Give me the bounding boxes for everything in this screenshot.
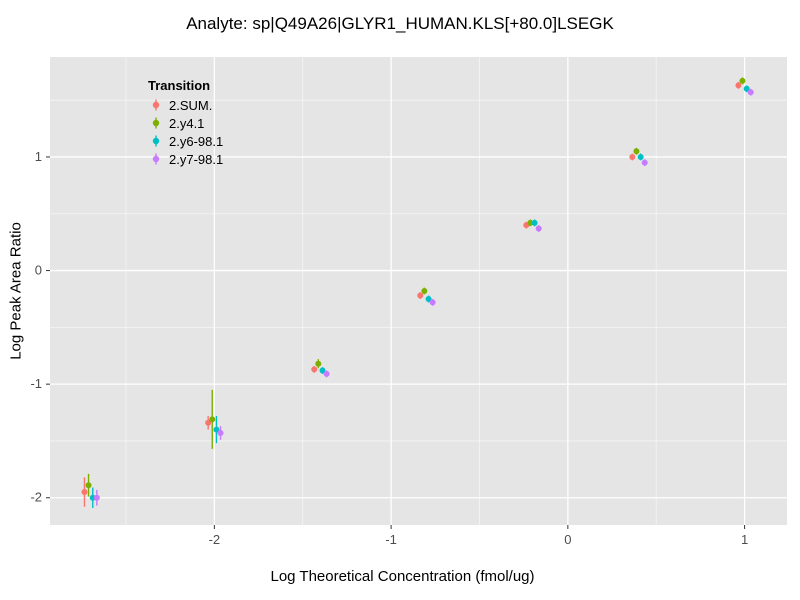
y-tick-label: -1: [30, 376, 42, 391]
legend-key-icon: [152, 135, 160, 147]
data-point: [81, 489, 88, 496]
data-point: [217, 429, 224, 436]
data-point: [429, 299, 436, 306]
legend-key-icon: [152, 99, 160, 111]
data-point: [747, 89, 754, 96]
legend-items: 2.SUM. 2.y4.1 2.y6-98.1 2.y7-98.1: [148, 96, 223, 168]
legend-key-icon: [152, 117, 160, 129]
x-axis-label: Log Theoretical Concentration (fmol/ug): [270, 568, 535, 585]
chart-title: Analyte: sp|Q49A26|GLYR1_HUMAN.KLS[+80.0…: [186, 14, 614, 33]
x-tick-label: 1: [741, 532, 748, 547]
data-point: [311, 366, 318, 373]
data-point: [743, 85, 750, 92]
y-tick-label: 0: [35, 263, 42, 278]
data-point: [319, 367, 326, 374]
legend-item: 2.SUM.: [148, 96, 223, 114]
y-axis-label: Log Peak Area Ratio: [7, 222, 25, 360]
plot-panel: [50, 57, 787, 525]
data-point: [527, 219, 534, 226]
data-point: [323, 370, 330, 377]
y-tick-label: -2: [30, 490, 42, 505]
data-point: [633, 148, 640, 155]
legend: Transition 2.SUM. 2.y4.1 2.y6-98.1 2.y7-98.…: [148, 78, 223, 168]
y-tick-label: 1: [35, 149, 42, 164]
data-point: [739, 77, 746, 84]
data-point: [315, 360, 322, 367]
data-point: [209, 416, 216, 423]
data-point: [205, 419, 212, 426]
data-point: [629, 153, 636, 160]
legend-item: 2.y4.1: [148, 114, 223, 132]
legend-title: Transition: [148, 78, 211, 93]
data-point: [417, 292, 424, 299]
legend-key-icon: [152, 153, 160, 165]
legend-item-label: 2.y6-98.1: [169, 133, 224, 149]
legend-item-label: 2.y4.1: [169, 115, 205, 131]
data-point: [641, 159, 648, 166]
data-point: [735, 82, 742, 89]
data-point: [85, 482, 92, 489]
legend-item: 2.y6-98.1: [148, 132, 223, 150]
x-tick-label: 0: [564, 532, 571, 547]
x-tick-label: -2: [209, 532, 221, 547]
data-point: [531, 219, 538, 226]
data-point: [421, 288, 428, 294]
legend-item: 2.y7-98.1: [148, 150, 223, 168]
legend-item-label: 2.y7-98.1: [169, 151, 224, 167]
data-point: [425, 295, 432, 302]
data-point: [93, 494, 100, 501]
data-point: [213, 426, 220, 433]
data-point: [637, 153, 644, 160]
data-point: [535, 225, 542, 232]
x-tick-label: -1: [385, 532, 397, 547]
legend-item-label: 2.SUM.: [169, 97, 213, 113]
